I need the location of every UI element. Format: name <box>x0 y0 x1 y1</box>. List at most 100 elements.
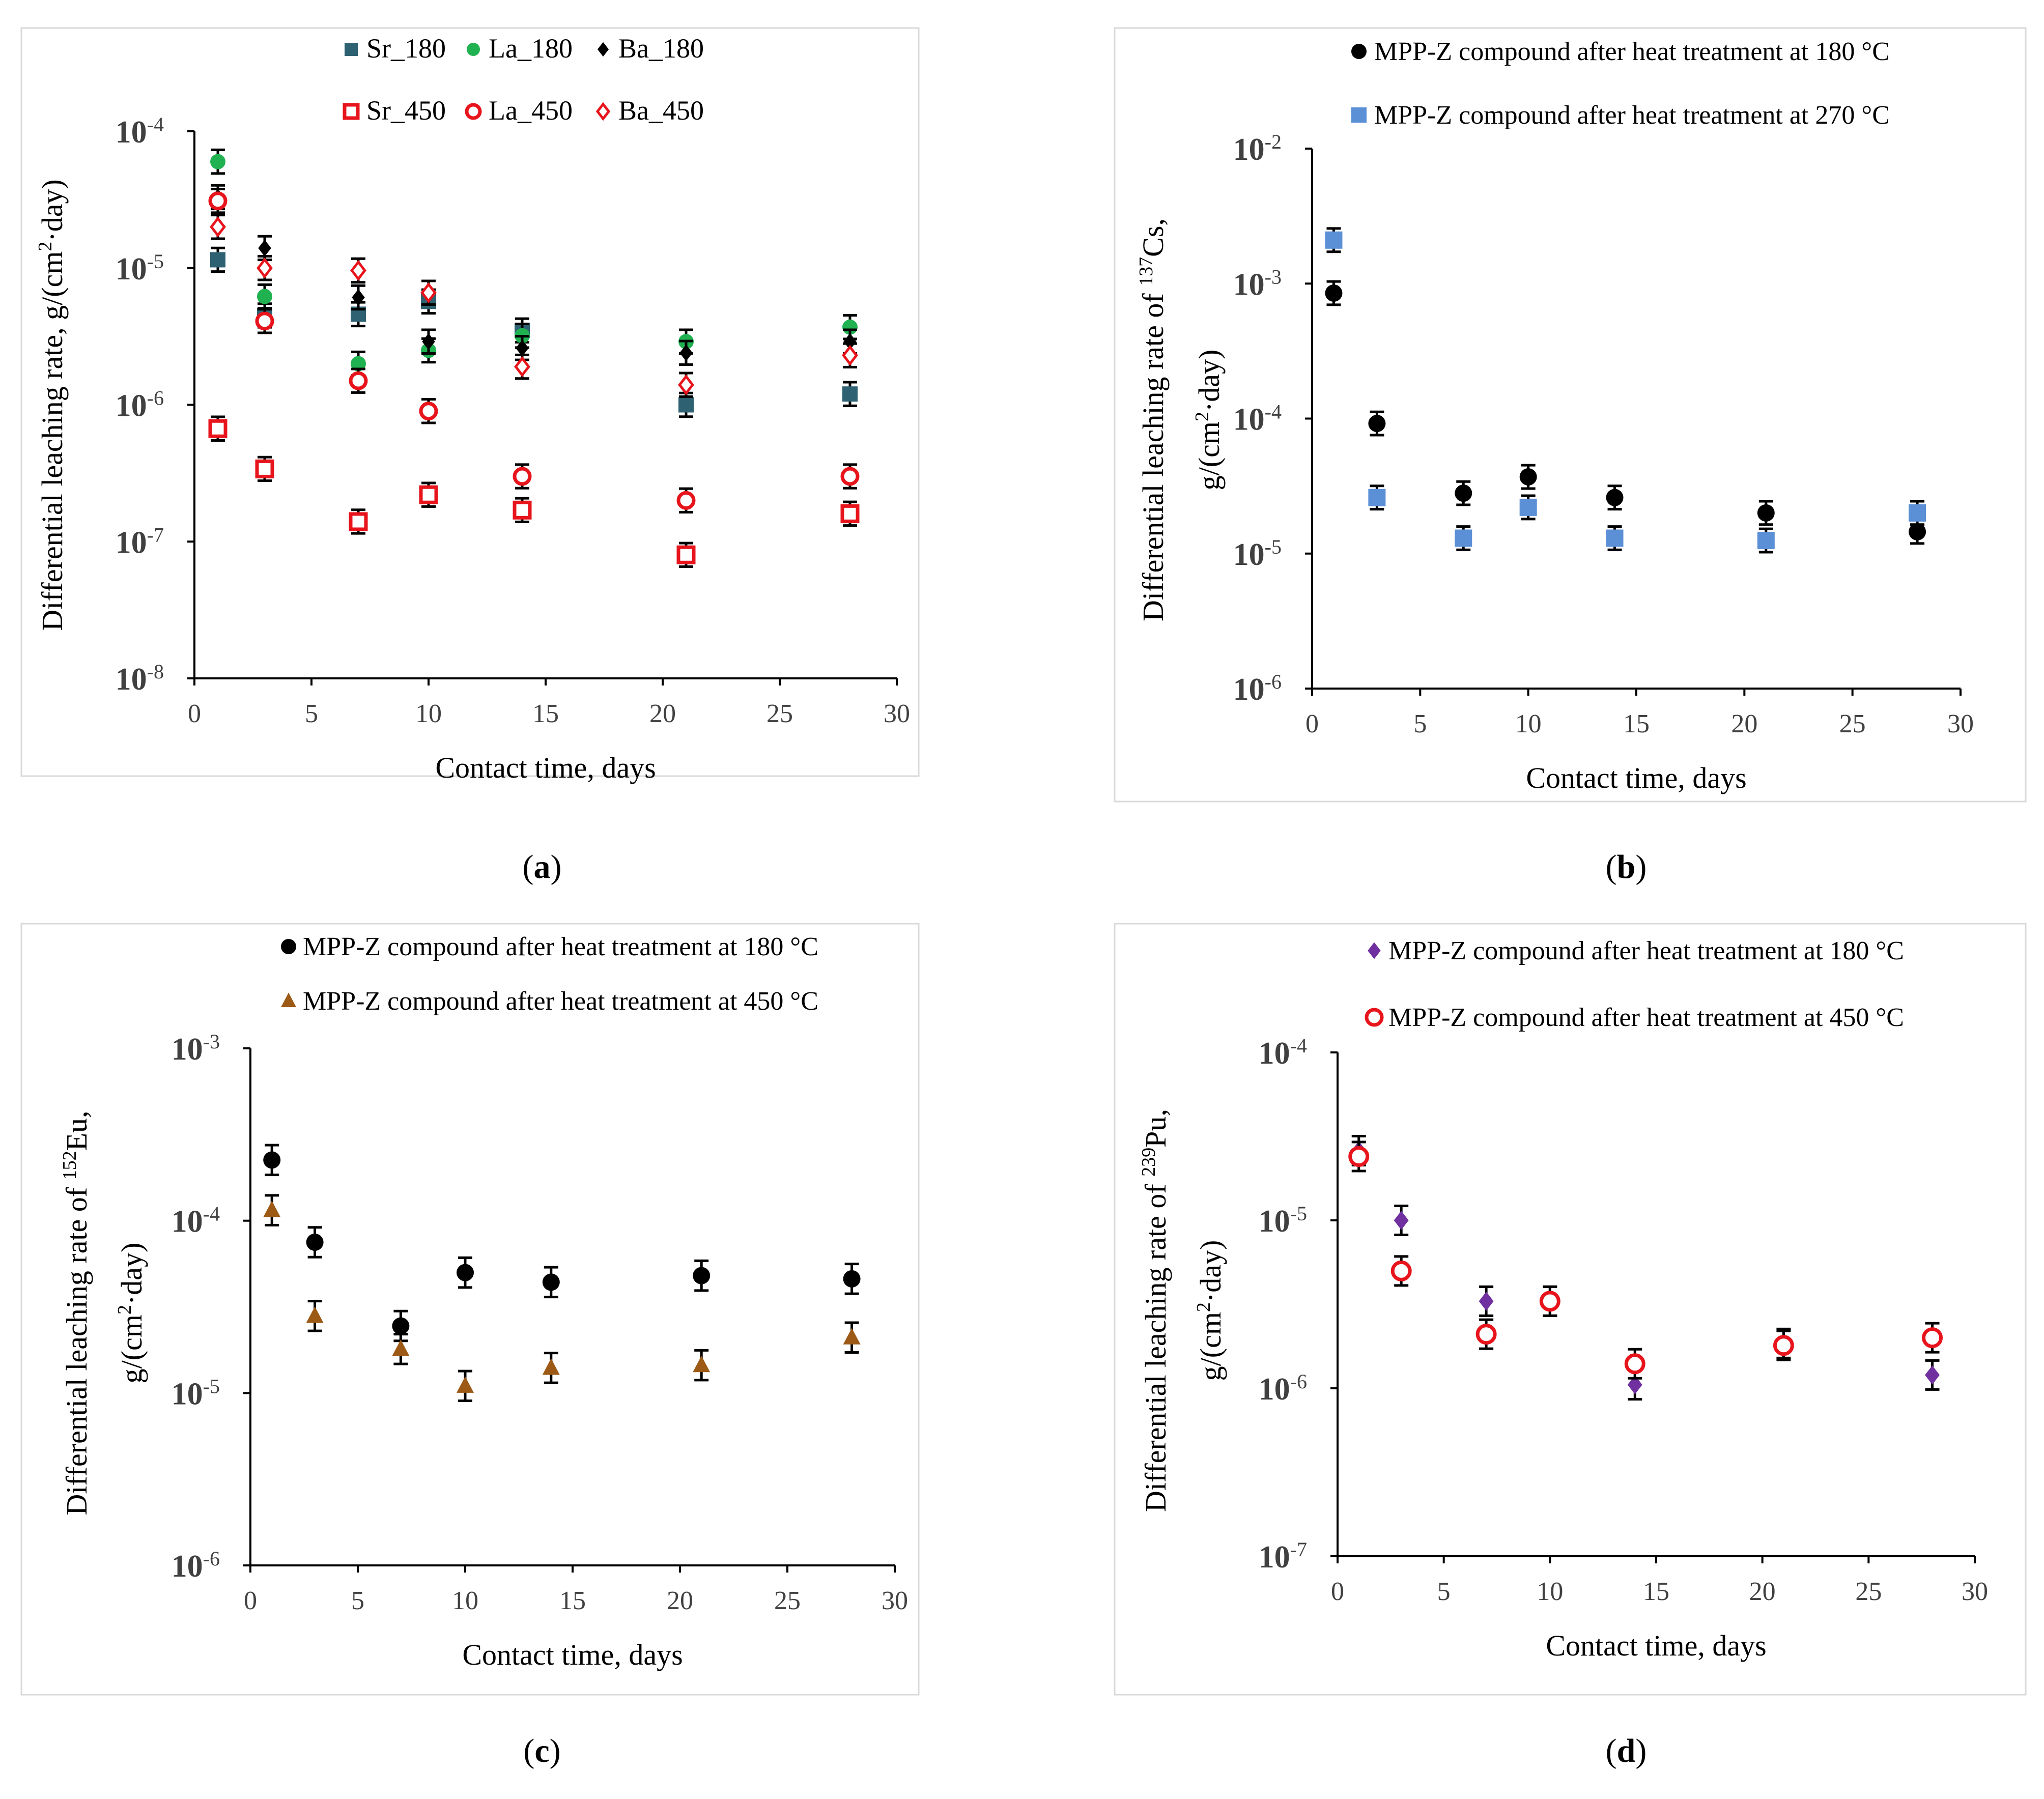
chart-panel-a: 0 5 10 15 20 25 3010-810-710-610-510-4Contact … <box>20 27 920 886</box>
panel-frame <box>20 923 920 1696</box>
data-point <box>1606 489 1624 506</box>
x-tick-label: 0 <box>1305 709 1319 738</box>
caption-letter: c <box>534 1732 549 1769</box>
ylabel-text: Differential leaching rate of <box>1139 1177 1172 1512</box>
x-tick-label: 15 <box>1623 709 1650 738</box>
y-tick-exponent: -8 <box>147 660 164 683</box>
data-point <box>1368 489 1386 506</box>
y-tick-label: 10-7 <box>1259 1538 1307 1575</box>
data-point <box>257 289 272 304</box>
data-point <box>258 239 271 256</box>
x-axis-title: Contact time, days <box>462 1638 683 1671</box>
data-point <box>843 1328 861 1345</box>
panel-caption: (d) <box>1606 1732 1647 1769</box>
panel-caption: (b) <box>1606 848 1647 886</box>
y-tick-base: 10 <box>116 115 147 150</box>
ylabel-text: Cs, <box>1137 218 1170 257</box>
data-point <box>1757 504 1775 522</box>
data-point <box>422 333 435 350</box>
y-tick-base: 10 <box>1259 1204 1290 1239</box>
x-tick-label: 5 <box>1413 709 1427 738</box>
data-point <box>1368 415 1386 433</box>
series-mpp-z-compound-after-heat-treatment-at-450-c <box>263 1194 861 1403</box>
y-tick-label: 10-5 <box>1259 1202 1307 1239</box>
x-tick-label: 0 <box>1331 1577 1344 1606</box>
data-point <box>1539 1291 1560 1312</box>
y-axis-title-line2: g/(cm2·day) <box>1191 350 1226 491</box>
chart-panel-b: 0 5 10 15 20 25 3010-610-510-410-310-2Contact … <box>1114 27 2027 886</box>
data-point <box>263 1151 281 1169</box>
series-mpp-z-compound-after-heat-treatment-at-180-c <box>1325 280 1926 545</box>
data-point <box>1773 1335 1794 1356</box>
legend-label: MPP-Z compound after heat treatment at 4… <box>303 987 818 1016</box>
data-point <box>208 191 228 211</box>
legend-marker <box>1365 1008 1384 1027</box>
data-point <box>843 333 857 350</box>
data-point <box>513 500 532 520</box>
x-tick-label: 5 <box>351 1586 364 1615</box>
caption-paren: ) <box>551 848 562 886</box>
x-tick-label: 25 <box>766 699 793 728</box>
ylabel-text: g/(cm <box>1194 1312 1227 1381</box>
data-point <box>678 374 694 395</box>
panel-frame <box>20 27 920 777</box>
legend-marker <box>1368 942 1381 959</box>
data-point <box>693 1267 711 1284</box>
legend-marker <box>1351 107 1367 123</box>
legend-label: La_180 <box>489 33 573 64</box>
data-point <box>842 345 858 366</box>
y-tick-exponent: -3 <box>203 1030 220 1053</box>
x-tick-label: 10 <box>452 1586 478 1615</box>
data-point <box>1348 1146 1370 1167</box>
data-point <box>840 467 860 486</box>
y-tick-base: 10 <box>172 1377 203 1411</box>
ylabel-text: Differential leaching rate of <box>1137 286 1170 621</box>
y-tick-base: 10 <box>116 525 147 560</box>
data-point <box>1455 529 1472 547</box>
y-tick-exponent: -3 <box>1265 265 1282 288</box>
panel-caption: (a) <box>523 848 562 886</box>
y-tick-exponent: -2 <box>1265 130 1282 153</box>
y-axis-title-line1: Differential leaching rate of 152Eu, <box>59 1110 93 1515</box>
y-tick-exponent: -6 <box>147 386 164 409</box>
y-tick-label: 10-6 <box>1233 670 1282 707</box>
x-tick-label: 15 <box>559 1586 586 1615</box>
data-point <box>349 371 368 390</box>
y-tick-label: 10-8 <box>116 660 164 697</box>
y-tick-base: 10 <box>1233 672 1265 707</box>
y-tick-label: 10-4 <box>116 113 164 150</box>
ylabel-text: Eu, <box>60 1110 93 1151</box>
data-point <box>392 1339 410 1356</box>
y-tick-label: 10-2 <box>1233 130 1282 167</box>
ylabel-text: g/(cm <box>115 1315 148 1383</box>
data-point <box>1390 1260 1412 1281</box>
data-point <box>1909 523 1926 540</box>
x-tick-label: 20 <box>649 699 676 728</box>
x-tick-label: 25 <box>1839 709 1866 738</box>
x-axis-title: Contact time, days <box>435 751 656 784</box>
data-point <box>349 512 368 531</box>
ylabel-superscript: 2 <box>114 1305 135 1315</box>
data-point <box>210 252 225 268</box>
x-tick-label: 30 <box>1947 709 1974 738</box>
data-point <box>516 339 529 357</box>
y-axis-title-line2: g/(cm2·day) <box>1193 1240 1227 1381</box>
data-point <box>419 402 438 421</box>
x-tick-label: 10 <box>415 699 442 728</box>
data-point <box>676 545 696 564</box>
data-point <box>306 1233 324 1251</box>
data-point <box>255 459 274 478</box>
data-point <box>1394 1211 1409 1230</box>
data-point <box>1925 1365 1940 1385</box>
data-point <box>693 1355 711 1373</box>
y-tick-exponent: -6 <box>1265 670 1282 693</box>
ylabel-superscript: 2 <box>1191 412 1213 421</box>
ylabel-text: g/(cm <box>1193 421 1226 490</box>
x-tick-label: 20 <box>1731 709 1757 738</box>
caption-letter: a <box>534 848 551 886</box>
legend: MPP-Z compound after heat treatment at 1… <box>281 932 818 1016</box>
caption-paren: ) <box>1635 1732 1646 1769</box>
y-tick-label: 10-5 <box>116 249 164 287</box>
